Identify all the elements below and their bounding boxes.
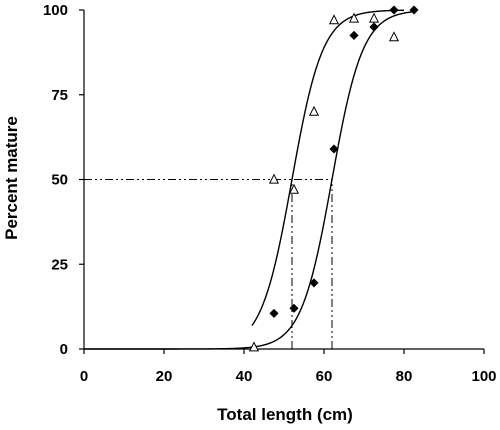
data-points — [248, 5, 419, 352]
triangle-point — [248, 341, 260, 352]
diamond-point — [369, 22, 379, 32]
fitted-curve-2 — [84, 11, 413, 350]
diamond-point — [409, 5, 419, 15]
triangle-point — [348, 12, 360, 23]
diamond-point — [349, 30, 359, 41]
triangle-point — [368, 12, 380, 23]
y-tick-label: 50 — [51, 172, 68, 189]
y-axis-title: Percent mature — [2, 116, 21, 240]
y-tick-label: 25 — [51, 256, 68, 273]
tick-labels: 0 20 40 60 80 100 0 25 50 75 100 — [43, 2, 497, 385]
x-tick-label: 20 — [156, 368, 173, 385]
x-tick-label: 40 — [236, 368, 253, 385]
diamond-point — [269, 308, 279, 319]
fitted-curve-1 — [251, 9, 405, 326]
y-tick-label: 100 — [43, 2, 68, 19]
reference-lines — [84, 179, 333, 349]
x-tick-label: 100 — [471, 368, 496, 385]
diamond-point — [329, 144, 339, 154]
triangle-point — [268, 173, 280, 184]
diamond-point — [389, 5, 399, 15]
x-tick-label: 0 — [80, 368, 88, 385]
y-tick-label: 75 — [51, 87, 68, 104]
triangle-point — [308, 105, 320, 116]
x-axis-title: Total length (cm) — [217, 405, 353, 424]
x-tick-label: 80 — [396, 368, 413, 385]
diamond-point — [309, 278, 319, 288]
triangle-point — [288, 183, 300, 194]
triangle-point — [328, 14, 340, 25]
triangle-point — [388, 31, 400, 42]
diamond-point — [289, 303, 299, 313]
y-tick-label: 0 — [60, 341, 68, 358]
x-tick-label: 60 — [316, 368, 333, 385]
axes — [79, 9, 485, 354]
